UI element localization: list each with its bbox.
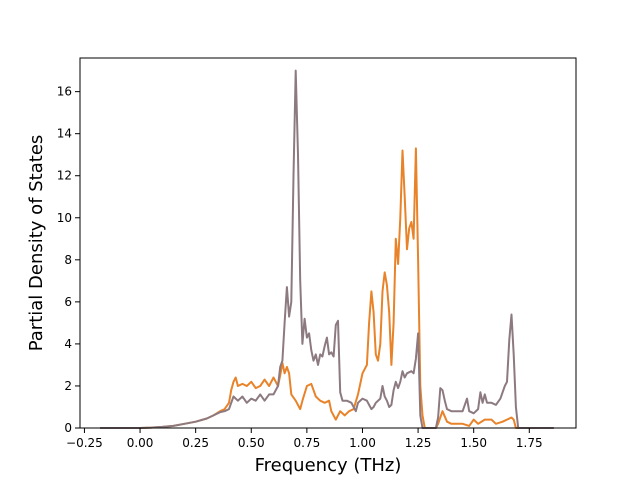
y-tick-label: 0	[64, 421, 72, 435]
x-tick-label: 0.00	[127, 436, 154, 450]
x-tick-label: 1.00	[349, 436, 376, 450]
y-tick-label: 10	[57, 211, 72, 225]
x-tick-label: 1.75	[516, 436, 543, 450]
y-tick-label: 16	[57, 85, 72, 99]
y-tick-label: 14	[57, 127, 72, 141]
x-axis-label: Frequency (THz)	[255, 455, 402, 476]
y-tick-label: 4	[64, 337, 72, 351]
x-tick-label: 0.75	[294, 436, 321, 450]
y-axis-label: Partial Density of States	[26, 135, 47, 352]
y-tick-label: 6	[64, 295, 72, 309]
y-tick-label: 2	[64, 379, 72, 393]
series-line-2	[100, 69, 554, 429]
series-line-1	[100, 147, 554, 429]
series-layer	[100, 69, 554, 429]
x-tick-label: 0.25	[182, 436, 209, 450]
y-tick-label: 8	[64, 253, 72, 267]
y-tick-label: 12	[57, 169, 72, 183]
x-tick-label: 1.50	[460, 436, 487, 450]
plot-frame	[79, 57, 577, 429]
x-tick-label: −0.25	[66, 436, 103, 450]
x-tick-label: 0.50	[238, 436, 265, 450]
x-tick-label: 1.25	[405, 436, 432, 450]
y-axis-ticks: 0 2 4 6 8 10 12 14 16	[57, 85, 80, 435]
x-axis-ticks: −0.25 0.00 0.25 0.50 0.75 1.00 1.25 1.50 1.75	[66, 428, 543, 450]
